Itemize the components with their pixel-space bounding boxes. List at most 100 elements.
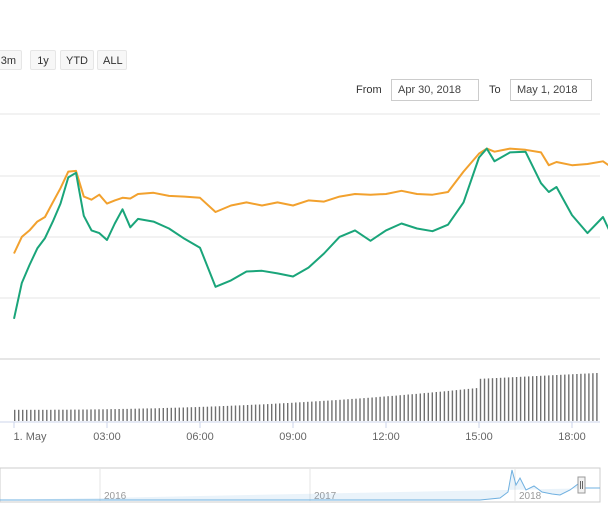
navigator-tick-label: 2018 [519, 491, 542, 502]
navigator-series [0, 469, 600, 501]
volume-bar [592, 373, 594, 421]
volume-bar [114, 409, 116, 421]
volume-bar [86, 409, 88, 421]
volume-bar [162, 408, 164, 421]
volume-bar [70, 409, 72, 421]
x-tick-label: 06:00 [186, 431, 214, 443]
volume-bar [560, 374, 562, 421]
volume-bar [335, 400, 337, 421]
volume-bar [166, 407, 168, 421]
volume-bar [267, 404, 269, 421]
volume-bar [74, 409, 76, 421]
volume-bar [230, 405, 233, 421]
volume-bar [343, 399, 345, 421]
volume-bar [222, 406, 225, 421]
volume-bar [234, 405, 237, 421]
volume-bar [190, 407, 193, 421]
volume-bar [246, 405, 249, 421]
volume-bar [576, 374, 578, 421]
volume-bar [399, 395, 401, 421]
volume-bar [94, 409, 96, 421]
volume-bar [98, 409, 100, 421]
volume-bar [548, 375, 550, 421]
volume-bar [34, 409, 36, 421]
volume-bar [130, 408, 132, 421]
volume-bar [564, 374, 566, 421]
range-button-1y[interactable]: 1y [30, 50, 56, 70]
volume-bar [319, 401, 321, 421]
navigator-tick-label: 2017 [314, 491, 337, 502]
volume-bar [198, 406, 201, 421]
volume-bar [524, 376, 526, 421]
volume-bar [371, 397, 373, 421]
volume-bar [58, 409, 60, 421]
volume-bar [118, 409, 120, 421]
volume-bar [431, 392, 433, 421]
volume-bar [210, 406, 213, 421]
volume-bar [503, 377, 506, 421]
volume-bar [238, 405, 241, 421]
volume-bar [263, 404, 265, 421]
volume-bar [411, 394, 413, 421]
navigator-tick-label: 2016 [104, 491, 127, 502]
volume-bar [487, 378, 490, 421]
from-date-input[interactable]: Apr 30, 2018 [391, 79, 479, 101]
volume-bar [532, 376, 534, 421]
volume-bar [279, 403, 281, 421]
x-axis-ticks: 1. May 03:00 06:00 09:00 12:00 15:00 18:00 [13, 422, 586, 443]
volume-bar [78, 409, 80, 421]
volume-bar [46, 409, 48, 421]
volume-bar [443, 391, 446, 421]
x-tick-label: 03:00 [93, 431, 121, 443]
volume-bar [419, 393, 421, 421]
volume-bar [102, 409, 104, 421]
volume-bar [387, 396, 389, 421]
volume-bar [544, 375, 546, 421]
volume-bar [323, 400, 325, 421]
chart-gridlines [0, 113, 600, 423]
volume-bar [218, 406, 221, 421]
volume-bar [584, 373, 586, 421]
volume-bar [483, 378, 486, 421]
volume-bar [146, 408, 148, 421]
x-tick-label: 15:00 [465, 431, 493, 443]
chart-series [13, 147, 608, 320]
range-button-3m[interactable]: 3m [0, 50, 22, 70]
from-label: From [356, 84, 382, 96]
volume-bar [455, 390, 458, 421]
volume-bars [14, 373, 598, 421]
volume-bar [495, 378, 498, 421]
to-date-input[interactable]: May 1, 2018 [510, 79, 592, 101]
volume-bar [303, 402, 305, 421]
range-button-ytd[interactable]: YTD [60, 50, 94, 70]
volume-bar [395, 395, 397, 421]
x-tick-label: 12:00 [372, 431, 400, 443]
volume-bar [42, 409, 44, 421]
volume-bar [427, 392, 429, 421]
volume-bar [359, 398, 361, 421]
volume-bar [291, 402, 293, 421]
volume-bar [122, 408, 124, 421]
volume-bar [556, 375, 558, 421]
volume-bar [311, 401, 313, 421]
volume-bar [62, 409, 64, 421]
volume-bar [463, 389, 466, 421]
x-tick-label: 18:00 [558, 431, 586, 443]
volume-bar [479, 378, 482, 421]
volume-bar [142, 408, 144, 421]
volume-bar [307, 401, 309, 421]
volume-bar [459, 389, 462, 421]
volume-bar [355, 398, 357, 421]
navigator[interactable]: 2016 2017 2018 [0, 467, 601, 503]
volume-bar [170, 407, 172, 421]
volume-bar [467, 388, 470, 421]
volume-bar [14, 409, 16, 421]
range-button-all[interactable]: ALL [97, 50, 127, 70]
volume-bar [275, 403, 277, 421]
volume-bar [250, 404, 253, 421]
volume-bar [26, 409, 28, 421]
volume-bar [491, 378, 494, 421]
volume-bar [150, 408, 152, 421]
volume-bar [134, 408, 136, 421]
